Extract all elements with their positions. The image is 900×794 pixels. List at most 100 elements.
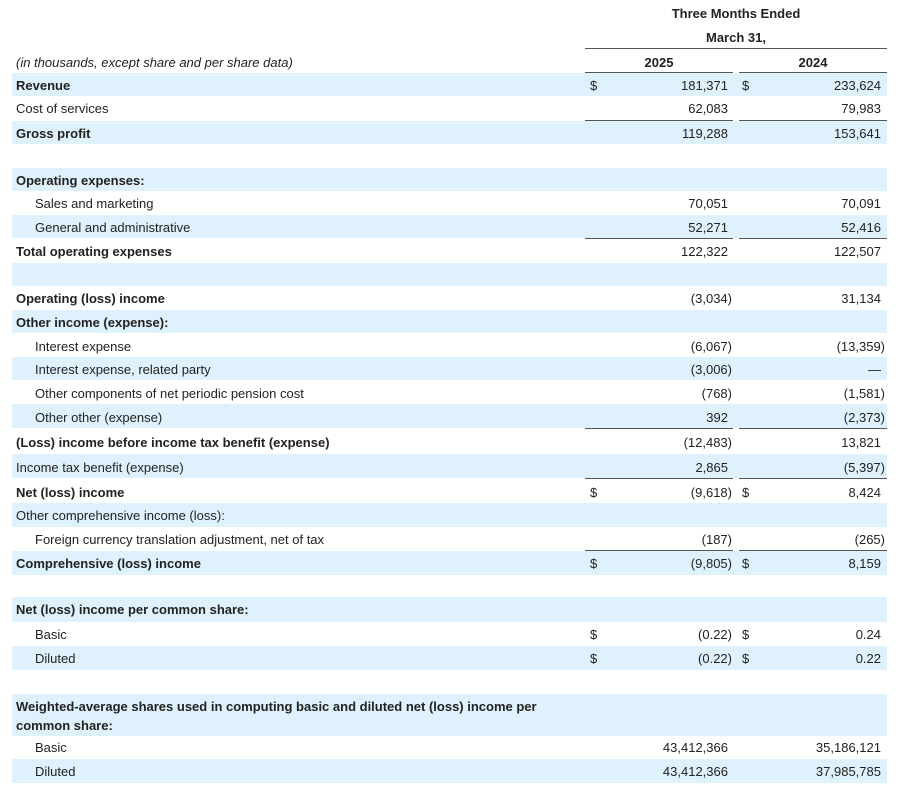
currency-symbol: $: [590, 627, 598, 642]
row-label-basic-eps: Basic: [35, 627, 67, 642]
spacer-row: [12, 263, 887, 286]
value-2025: 119,288: [681, 126, 728, 141]
value-2025: 43,412,366: [662, 740, 728, 755]
table-row: Weighted-average shares used in computin…: [12, 694, 887, 736]
table-row: General and administrative 52,271 52,416: [12, 215, 887, 238]
section-label-other-income: Other income (expense):: [16, 315, 169, 330]
value-2025: (9,618): [690, 485, 732, 500]
value-2025: 122,322: [681, 244, 728, 259]
section-label-other-comprehensive-income: Other comprehensive income (loss):: [16, 508, 225, 523]
row-label-sales-and-marketing: Sales and marketing: [35, 196, 154, 211]
currency-symbol: $: [742, 627, 750, 642]
value-2024: 52,416: [841, 220, 881, 235]
header-rule: [585, 48, 887, 49]
table-row: Basic 43,412,366 35,186,121: [12, 736, 887, 759]
row-label-revenue: Revenue: [16, 78, 71, 93]
table-row: Interest expense, related party (3,006) …: [12, 357, 887, 380]
value-2025: 52,271: [688, 220, 728, 235]
currency-symbol: $: [590, 485, 598, 500]
value-2025: 43,412,366: [662, 764, 728, 779]
spacer-row: [12, 575, 887, 597]
table-row: Income tax benefit (expense) 2,865 (5,39…: [12, 454, 887, 478]
currency-symbol: $: [742, 78, 750, 93]
subtotal-rule: [739, 478, 887, 479]
table-row: Net (loss) income per common share:: [12, 597, 887, 622]
row-label-diluted-eps: Diluted: [35, 651, 76, 666]
units-note: (in thousands, except share and per shar…: [16, 55, 293, 70]
subtotal-rule: [585, 428, 733, 429]
value-2024: (13,359): [836, 339, 885, 354]
column-rule-2025: [585, 72, 733, 73]
row-label-foreign-currency-translation: Foreign currency translation adjustment,…: [35, 532, 325, 547]
value-2025: 392: [706, 410, 728, 425]
subtotal-rule: [585, 120, 733, 121]
value-2024: 233,624: [834, 78, 881, 93]
value-2024: (265): [854, 532, 885, 547]
value-2024: (1,581): [843, 386, 885, 401]
currency-symbol: $: [590, 651, 598, 666]
section-label-operating-expenses: Operating expenses:: [16, 173, 145, 188]
value-2025: (768): [701, 386, 732, 401]
value-2024: 79,983: [841, 101, 881, 116]
value-2024: 35,186,121: [815, 740, 881, 755]
row-label-pension-cost: Other components of net periodic pension…: [35, 386, 304, 401]
row-label-cost-of-services: Cost of services: [16, 101, 109, 116]
row-label-general-and-administrative: General and administrative: [35, 220, 191, 235]
table-row: Revenue $ 181,371 $ 233,624: [12, 73, 887, 96]
value-2024: 153,641: [834, 126, 881, 141]
table-row: Other components of net periodic pension…: [12, 380, 887, 404]
currency-symbol: $: [590, 78, 598, 93]
value-2024: 37,985,785: [815, 764, 881, 779]
row-label-interest-expense: Interest expense: [35, 339, 132, 354]
spacer-row: [12, 144, 887, 168]
row-label-gross-profit: Gross profit: [16, 126, 91, 141]
column-rule-2024: [739, 72, 887, 73]
subtotal-rule: [739, 428, 887, 429]
table-row: Operating expenses:: [12, 168, 887, 191]
value-2025: (6,067): [690, 339, 732, 354]
row-label-basic-shares: Basic: [35, 740, 67, 755]
row-label-interest-expense-related-party: Interest expense, related party: [35, 362, 211, 377]
value-2025: (12,483): [683, 435, 732, 450]
currency-symbol: $: [742, 485, 750, 500]
subtotal-rule: [739, 550, 887, 551]
row-label-diluted-shares: Diluted: [35, 764, 76, 779]
value-2024: (2,373): [843, 410, 885, 425]
table-row: Diluted 43,412,366 37,985,785: [12, 759, 887, 783]
subtotal-rule: [585, 550, 733, 551]
subtotal-rule: [585, 478, 733, 479]
period-header-line2: March 31,: [706, 30, 766, 45]
value-2025: (0.22): [698, 651, 732, 666]
currency-symbol: $: [742, 556, 750, 571]
value-2025: (0.22): [698, 627, 732, 642]
table-row: Total operating expenses 122,322 122,507: [12, 239, 887, 263]
value-2024: (5,397): [843, 460, 885, 475]
table-row: Gross profit 119,288 153,641: [12, 121, 887, 144]
value-2024: 0.24: [855, 627, 881, 642]
row-label-comprehensive-loss-income: Comprehensive (loss) income: [16, 556, 201, 571]
value-2025: 70,051: [688, 196, 728, 211]
value-2024: 0.22: [855, 651, 881, 666]
row-label-other-other-expense: Other other (expense): [35, 410, 163, 425]
table-row: Interest expense (6,067) (13,359): [12, 333, 887, 357]
currency-symbol: $: [590, 556, 598, 571]
table-row: Net (loss) income $ (9,618) $ 8,424: [12, 479, 887, 503]
row-label-income-tax-benefit: Income tax benefit (expense): [16, 460, 184, 475]
value-2024: 122,507: [834, 244, 881, 259]
currency-symbol: $: [742, 651, 750, 666]
table-row: Comprehensive (loss) income $ (9,805) $ …: [12, 551, 887, 575]
row-label-income-before-tax: (Loss) income before income tax benefit …: [16, 435, 330, 450]
column-header-2024: 2024: [798, 55, 828, 70]
table-row: Other other (expense) 392 (2,373): [12, 404, 887, 428]
value-2025: 2,865: [695, 460, 728, 475]
value-2025: 181,371: [681, 78, 728, 93]
section-label-weighted-average-shares: Weighted-average shares used in computin…: [16, 699, 537, 733]
period-header-line1: Three Months Ended: [671, 6, 801, 21]
value-2024: 70,091: [841, 196, 881, 211]
value-2024: 31,134: [841, 291, 881, 306]
row-label-operating-loss-income: Operating (loss) income: [16, 291, 165, 306]
table-row: Other income (expense):: [12, 310, 887, 333]
value-2024: 8,159: [848, 556, 881, 571]
row-label-total-operating-expenses: Total operating expenses: [16, 244, 172, 259]
table-row: (Loss) income before income tax benefit …: [12, 429, 887, 454]
